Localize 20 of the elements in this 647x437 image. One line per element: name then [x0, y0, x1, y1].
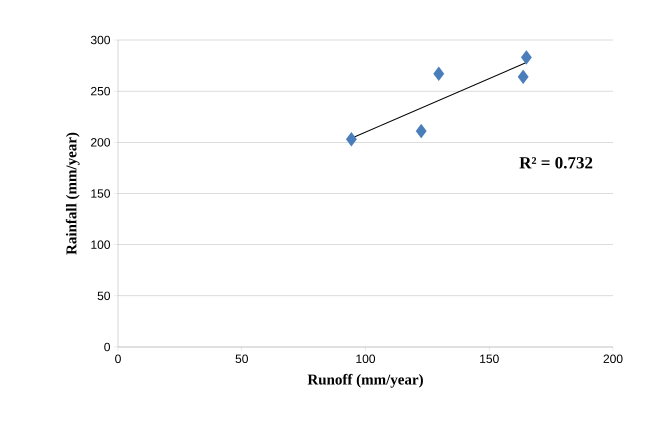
y-tick-label: 300: [90, 36, 110, 44]
y-tick-label: 150: [91, 189, 110, 198]
x-tick-label: 150: [480, 354, 499, 364]
point: [520, 50, 532, 65]
x-tick-label: 0: [115, 354, 121, 364]
y-tick-label: 250: [91, 86, 110, 96]
point: [518, 70, 529, 84]
x-tick-label: 100: [356, 354, 376, 364]
point: [416, 124, 427, 138]
point: [346, 132, 357, 146]
annotation: R² = 0.732: [519, 157, 592, 169]
y-tick-label: 0: [104, 342, 110, 352]
x-tick-label: 200: [604, 354, 623, 364]
y-axis-title: Rainfall (mm/year): [66, 132, 80, 255]
y-tick-label: 50: [98, 292, 110, 300]
x-tick-label: 50: [236, 354, 248, 364]
x-axis-title: Runoff (mm/year): [308, 374, 423, 388]
point: [433, 66, 444, 81]
y-tick-label: 100: [91, 240, 110, 249]
y-tick-label: 200: [91, 138, 110, 147]
